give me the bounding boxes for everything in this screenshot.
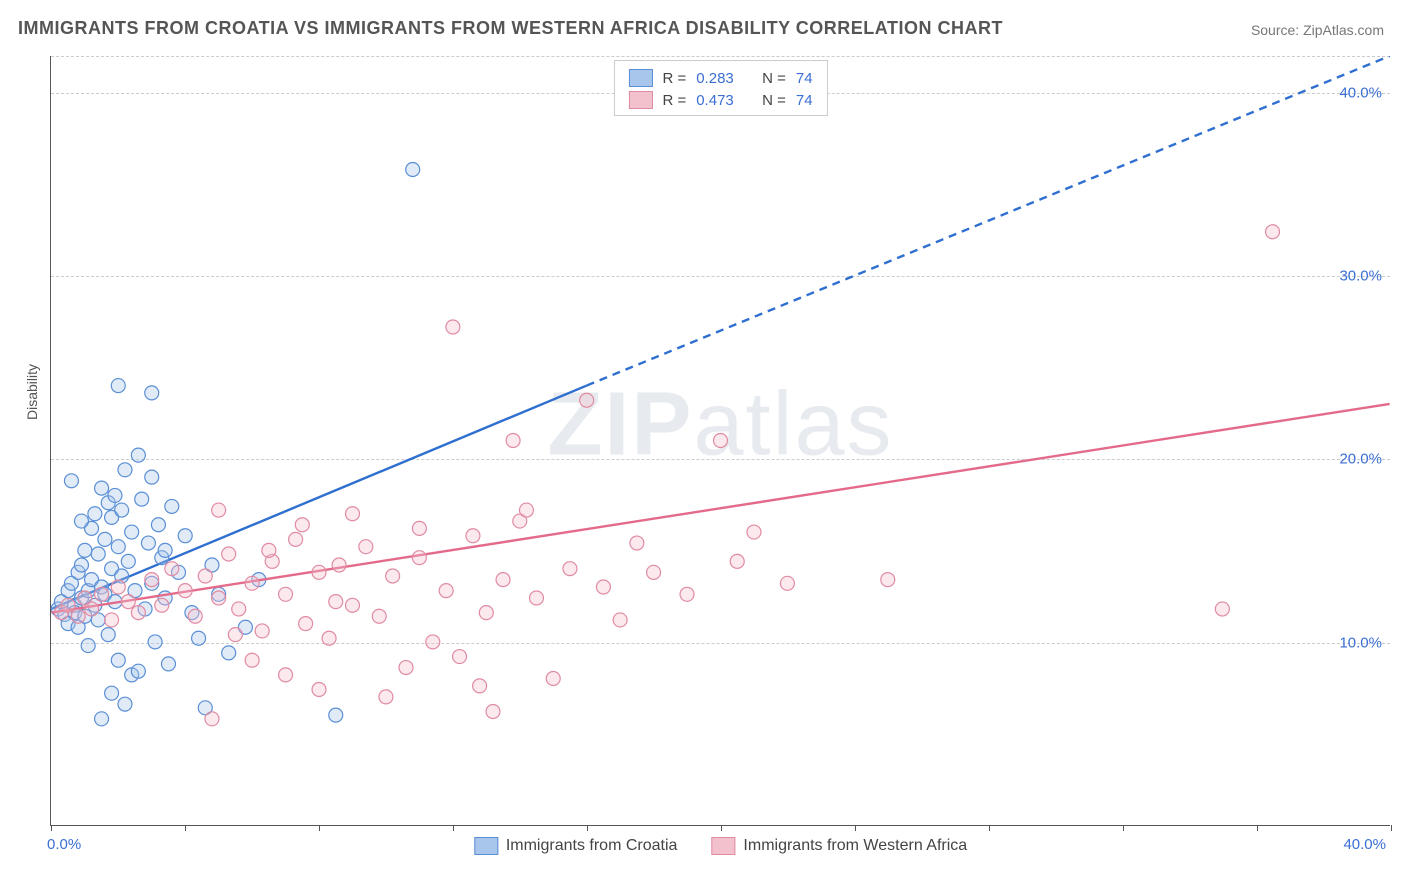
n-label: N =: [762, 70, 786, 87]
x-tick-mark: [1123, 825, 1124, 831]
swatch-croatia-icon: [474, 837, 498, 855]
x-tick-mark: [989, 825, 990, 831]
n-label: N =: [762, 92, 786, 109]
x-tick-mark: [453, 825, 454, 831]
n-value-croatia: 74: [796, 70, 813, 87]
legend-stats: R = 0.283 N = 74 R = 0.473 N = 74: [613, 60, 827, 116]
r-label: R =: [662, 70, 686, 87]
legend-row-wafrica: R = 0.473 N = 74: [628, 89, 812, 111]
n-value-wafrica: 74: [796, 92, 813, 109]
x-tick-mark: [855, 825, 856, 831]
r-label: R =: [662, 92, 686, 109]
x-tick-mark: [319, 825, 320, 831]
x-tick-mark: [51, 825, 52, 831]
x-tick-mark: [1257, 825, 1258, 831]
x-tick-mark: [185, 825, 186, 831]
legend-series: Immigrants from Croatia Immigrants from …: [474, 837, 967, 855]
x-tick-mark: [587, 825, 588, 831]
swatch-croatia: [628, 69, 652, 87]
x-tick-min: 0.0%: [47, 836, 81, 853]
series-name-wafrica: Immigrants from Western Africa: [743, 837, 967, 855]
swatch-wafrica: [628, 91, 652, 109]
x-tick-max: 40.0%: [1343, 836, 1386, 853]
x-tick-mark: [1391, 825, 1392, 831]
r-value-croatia: 0.283: [696, 70, 734, 87]
chart-svg: [51, 56, 1390, 825]
legend-item-croatia: Immigrants from Croatia: [474, 837, 678, 855]
source-prefix: Source:: [1251, 22, 1303, 38]
chart-area: ZIPatlas R = 0.283 N = 74 R = 0.473 N = …: [50, 56, 1390, 826]
source-label: Source: ZipAtlas.com: [1251, 22, 1384, 38]
r-value-wafrica: 0.473: [696, 92, 734, 109]
swatch-wafrica-icon: [711, 837, 735, 855]
x-tick-mark: [721, 825, 722, 831]
legend-item-wafrica: Immigrants from Western Africa: [711, 837, 967, 855]
legend-row-croatia: R = 0.283 N = 74: [628, 67, 812, 89]
source-name: ZipAtlas.com: [1303, 22, 1384, 38]
y-axis-label: Disability: [24, 364, 40, 420]
page-title: IMMIGRANTS FROM CROATIA VS IMMIGRANTS FR…: [18, 18, 1003, 39]
series-name-croatia: Immigrants from Croatia: [506, 837, 678, 855]
